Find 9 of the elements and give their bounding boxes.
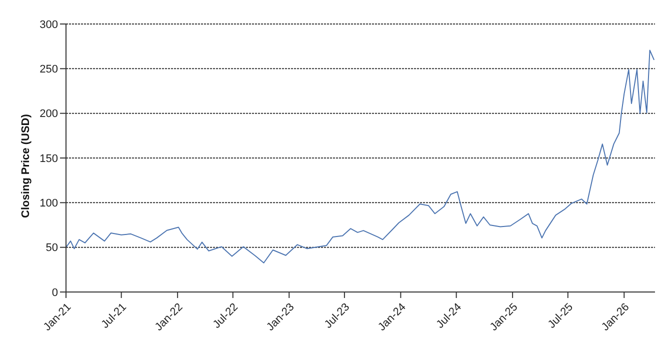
- y-tick-label: 50: [46, 242, 58, 254]
- y-tick-label: 150: [40, 152, 58, 165]
- y-axis-title: Closing Price (USD): [20, 114, 32, 218]
- line-series: [66, 50, 655, 264]
- y-tick-label: 100: [40, 198, 58, 210]
- y-tick-label: 250: [40, 64, 58, 76]
- y-tick-label: 200: [40, 108, 58, 120]
- y-tick-label: 300: [40, 18, 58, 31]
- y-tick-label: 0: [52, 286, 58, 299]
